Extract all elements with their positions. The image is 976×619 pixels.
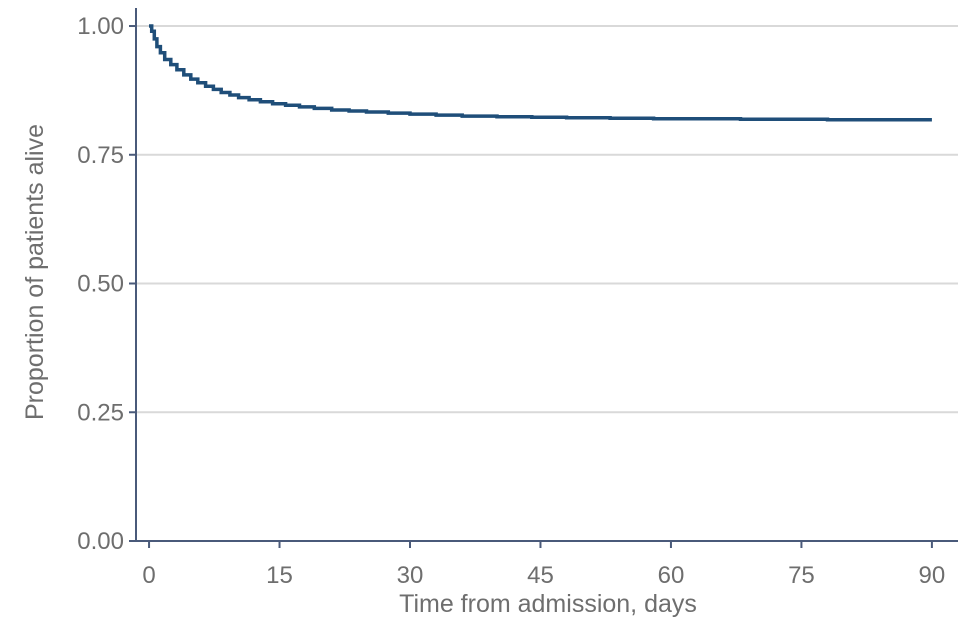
- x-tick-label: 30: [397, 562, 424, 589]
- gridlines: [136, 25, 958, 414]
- survival-curve: [149, 24, 932, 122]
- x-tick-label: 45: [527, 562, 554, 589]
- x-axis-title: Time from admission, days: [399, 590, 697, 618]
- y-tick-label: 1.00: [77, 13, 124, 40]
- x-tick-label: 0: [142, 562, 155, 589]
- x-tick-label: 60: [658, 562, 685, 589]
- y-tick-label: 0.00: [77, 528, 124, 555]
- x-tick-label: 15: [266, 562, 293, 589]
- axes: [135, 8, 958, 542]
- y-tick-label: 0.75: [77, 142, 124, 169]
- series-group: [149, 24, 932, 122]
- y-tick-label: 0.25: [77, 399, 124, 426]
- x-tick-label: 90: [919, 562, 946, 589]
- tick-labels: 0.00 0.25 0.50 0.75 1.00 0 15 30 45 60 75 90: [77, 13, 945, 589]
- x-tick-label: 75: [788, 562, 815, 589]
- y-axis-title: Proportion of patients alive: [21, 124, 49, 420]
- y-tick-label: 0.50: [77, 271, 124, 298]
